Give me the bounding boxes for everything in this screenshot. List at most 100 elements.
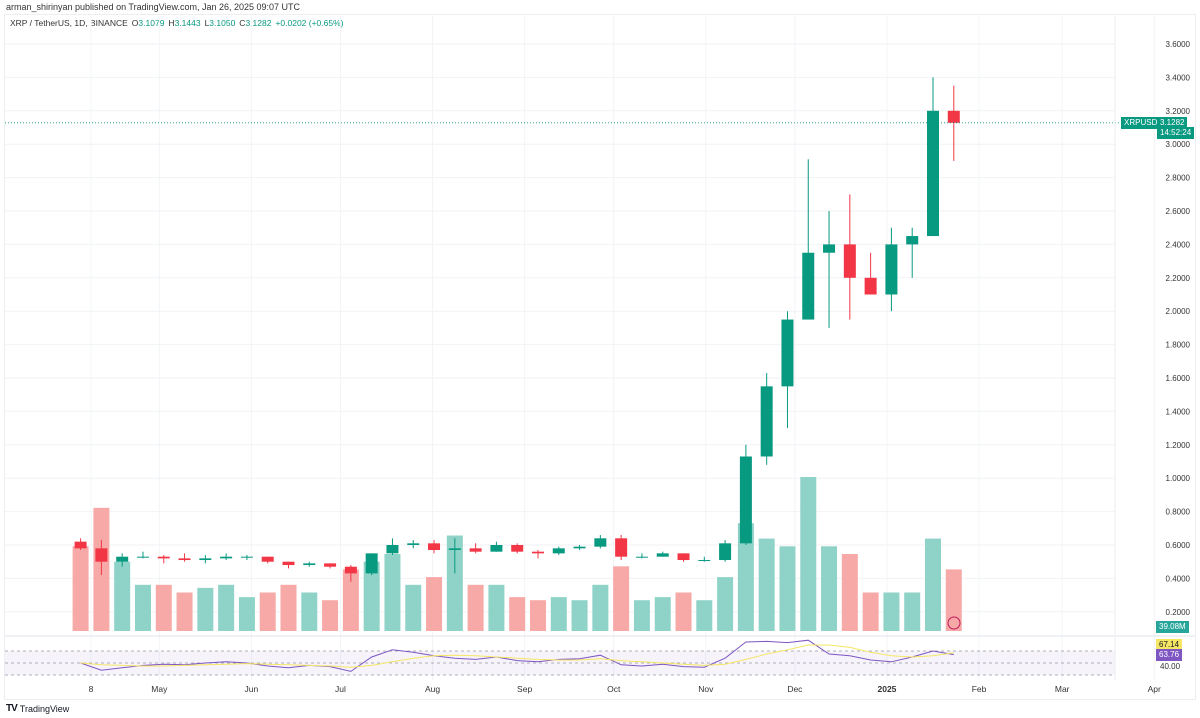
candle-body: [386, 545, 399, 554]
volume-bar: [883, 592, 900, 631]
rsi-badge: 63.76: [1156, 649, 1183, 661]
candle-body: [739, 456, 752, 544]
candle-body: [781, 319, 794, 387]
candle-body: [448, 548, 461, 551]
rsi-ma-line: [80, 644, 954, 668]
candle-body: [303, 563, 316, 566]
price-tick-label: 0.4000: [1166, 574, 1191, 583]
candle-body: [407, 543, 420, 545]
candle-body: [261, 556, 274, 562]
volume-bar: [945, 569, 962, 631]
volume-bar: [924, 538, 941, 631]
candle-body: [531, 551, 544, 554]
candle-body: [220, 556, 233, 559]
low-label: L: [204, 18, 210, 28]
volume-bar: [592, 584, 609, 631]
candle-body: [324, 563, 337, 567]
candle-body: [926, 110, 939, 237]
volume-bar: [904, 592, 921, 631]
volume-bar: [384, 554, 401, 631]
candle-body: [240, 556, 253, 558]
volume-bar: [529, 600, 546, 631]
candle-body: [635, 556, 648, 558]
rsi-line: [80, 639, 954, 672]
volume-bar: [779, 546, 796, 631]
volume-bar: [259, 592, 276, 631]
volume-bar: [301, 592, 318, 631]
ohlc-high: H3.1443: [168, 18, 200, 28]
ohlc-close: C3.1282: [239, 18, 271, 28]
symbol-price-badge: XRPUSDT: [1121, 117, 1166, 129]
price-tick-label: 3.4000: [1166, 73, 1191, 82]
volume-bar: [467, 584, 484, 631]
candle-body: [116, 556, 129, 562]
volume-bar: [737, 523, 754, 631]
time-tick-label: Dec: [787, 684, 803, 694]
rsi-level-label: 40.00: [1160, 662, 1181, 671]
candle-body: [573, 546, 586, 549]
volume-bar: [426, 577, 443, 631]
candle-body: [490, 545, 503, 552]
symbol-title[interactable]: XRP / TetherUS, 1D, BINANCE: [10, 18, 128, 28]
volume-bar: [633, 600, 650, 631]
tradingview-logo[interactable]: TV TradingView: [6, 703, 69, 714]
time-tick-label: Nov: [698, 684, 714, 694]
volume-bar: [218, 584, 235, 631]
price-tick-label: 1.0000: [1166, 474, 1191, 483]
volume-bar: [509, 597, 526, 631]
candle-body: [282, 561, 295, 566]
candle-body: [864, 277, 877, 295]
change-value: +0.0202 (+0.65%): [275, 18, 344, 28]
candle-body: [906, 236, 919, 245]
candle-body: [469, 548, 482, 552]
price-tick-label: 1.2000: [1166, 441, 1191, 450]
price-tick-label: 0.2000: [1166, 608, 1191, 617]
candle-body: [885, 244, 898, 295]
candle-body: [677, 553, 690, 561]
low-value: 3.1050: [209, 18, 236, 28]
open-value: 3.1079: [138, 18, 165, 28]
volume-bar: [72, 546, 89, 631]
volume-bar: [342, 569, 359, 631]
volume-bar: [405, 584, 422, 631]
volume-badge: 39.08M: [1156, 621, 1189, 633]
candle-body: [74, 541, 87, 549]
last-price-badge: 3.1282: [1157, 117, 1188, 129]
time-tick-label: Sep: [517, 684, 532, 694]
tradingview-logo-icon: TV: [6, 703, 18, 714]
price-tick-label: 2.2000: [1166, 274, 1191, 283]
time-tick-label: Jul: [335, 684, 346, 694]
candle-body: [823, 244, 836, 253]
time-tick-label: Apr: [1148, 684, 1161, 694]
candle-body: [95, 548, 108, 562]
high-label: H: [168, 18, 175, 28]
candle-body: [552, 548, 565, 554]
candle-body: [594, 538, 607, 547]
candle-body: [615, 538, 628, 557]
candle-body: [136, 556, 149, 558]
high-value: 3.1443: [174, 18, 201, 28]
candle-body: [511, 545, 524, 552]
candle-body: [365, 553, 378, 574]
candle-body: [760, 386, 773, 457]
time-tick-label: Mar: [1055, 684, 1070, 694]
time-tick-label: 2025: [877, 684, 896, 694]
price-tick-label: 3.6000: [1166, 40, 1191, 49]
open-label: O: [131, 18, 139, 28]
candle-body: [802, 252, 815, 320]
rsi-ma-badge: 67.14: [1156, 639, 1183, 651]
publisher-line: arman_shirinyan published on TradingView…: [6, 2, 301, 12]
time-tick-label: May: [151, 684, 168, 694]
candle-body: [698, 560, 711, 562]
volume-bar: [550, 597, 567, 631]
price-tick-label: 0.8000: [1166, 508, 1191, 517]
volume-bar: [363, 561, 380, 631]
volume-bar: [280, 584, 297, 631]
volume-bar: [758, 538, 775, 631]
replay-bolt-icon: [947, 616, 961, 630]
candle-body: [344, 566, 357, 574]
candle-body: [947, 110, 960, 123]
candle-body: [719, 543, 732, 561]
volume-bar: [675, 592, 692, 631]
